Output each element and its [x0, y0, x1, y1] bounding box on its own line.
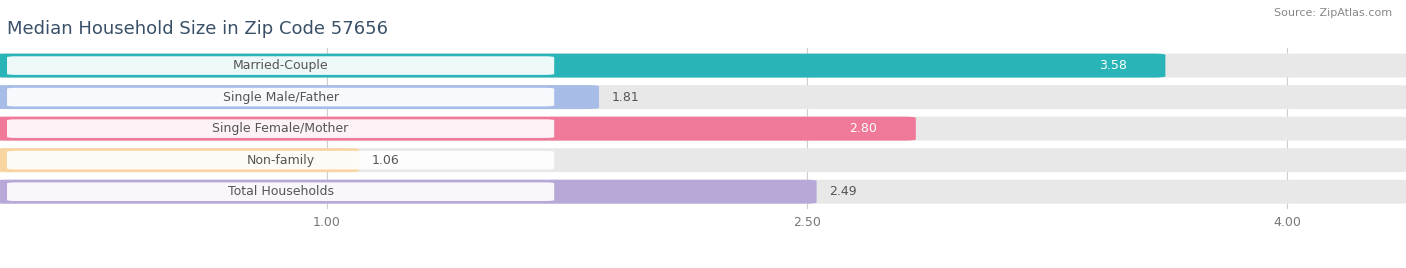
Text: Non-family: Non-family	[246, 154, 315, 167]
FancyBboxPatch shape	[7, 56, 554, 75]
FancyBboxPatch shape	[7, 88, 554, 106]
FancyBboxPatch shape	[0, 85, 1406, 109]
FancyBboxPatch shape	[0, 148, 359, 172]
FancyBboxPatch shape	[0, 117, 915, 141]
FancyBboxPatch shape	[7, 151, 554, 169]
FancyBboxPatch shape	[0, 180, 1406, 204]
FancyBboxPatch shape	[0, 54, 1166, 77]
Text: 2.49: 2.49	[830, 185, 858, 198]
FancyBboxPatch shape	[0, 85, 599, 109]
FancyBboxPatch shape	[0, 180, 817, 204]
Text: 1.81: 1.81	[612, 91, 640, 104]
Text: 1.06: 1.06	[371, 154, 399, 167]
FancyBboxPatch shape	[7, 119, 554, 138]
Text: Source: ZipAtlas.com: Source: ZipAtlas.com	[1274, 8, 1392, 18]
FancyBboxPatch shape	[7, 183, 554, 201]
FancyBboxPatch shape	[0, 54, 1406, 77]
Text: Single Female/Mother: Single Female/Mother	[212, 122, 349, 135]
Text: 3.58: 3.58	[1099, 59, 1128, 72]
FancyBboxPatch shape	[0, 117, 1406, 141]
FancyBboxPatch shape	[0, 148, 1406, 172]
Text: Married-Couple: Married-Couple	[233, 59, 329, 72]
Text: Total Households: Total Households	[228, 185, 333, 198]
Text: Single Male/Father: Single Male/Father	[222, 91, 339, 104]
Text: 2.80: 2.80	[849, 122, 877, 135]
Text: Median Household Size in Zip Code 57656: Median Household Size in Zip Code 57656	[7, 20, 388, 38]
